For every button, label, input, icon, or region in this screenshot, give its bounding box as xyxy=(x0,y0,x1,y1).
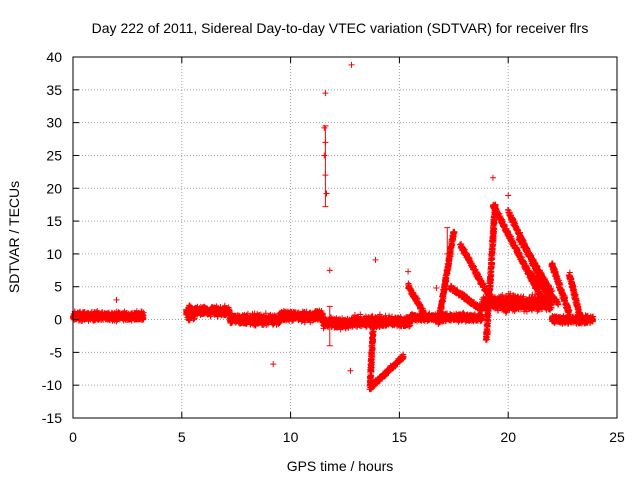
data-point xyxy=(125,316,132,323)
data-point xyxy=(136,310,143,317)
data-point xyxy=(108,309,115,316)
data-point xyxy=(213,309,220,316)
data-point xyxy=(222,310,229,317)
data-point xyxy=(93,310,100,317)
data-point xyxy=(103,311,110,318)
data-point xyxy=(99,312,106,319)
data-point xyxy=(139,311,146,318)
data-point xyxy=(202,308,209,315)
chart-title: Day 222 of 2011, Sidereal Day-to-day VTE… xyxy=(92,20,589,36)
data-point xyxy=(135,309,142,316)
data-point xyxy=(185,309,192,316)
data-point xyxy=(103,315,110,322)
data-point xyxy=(133,316,140,323)
data-point xyxy=(138,316,145,323)
data-point xyxy=(114,316,121,323)
grid-lines xyxy=(73,57,617,418)
data-point xyxy=(112,313,119,320)
data-point xyxy=(121,309,128,316)
data-point xyxy=(125,311,132,318)
data-point xyxy=(77,315,84,322)
data-point xyxy=(74,312,81,319)
data-point xyxy=(94,311,101,318)
data-point xyxy=(120,313,127,320)
data-point xyxy=(83,310,90,317)
data-point xyxy=(85,314,92,321)
data-point xyxy=(77,309,84,316)
data-point xyxy=(199,309,206,316)
data-point xyxy=(197,303,204,310)
data-point xyxy=(131,311,138,318)
data-point xyxy=(86,315,93,322)
data-point xyxy=(91,313,98,320)
data-point xyxy=(188,314,195,321)
data-point xyxy=(200,304,207,311)
data-point xyxy=(94,316,101,323)
data-points xyxy=(70,61,597,393)
